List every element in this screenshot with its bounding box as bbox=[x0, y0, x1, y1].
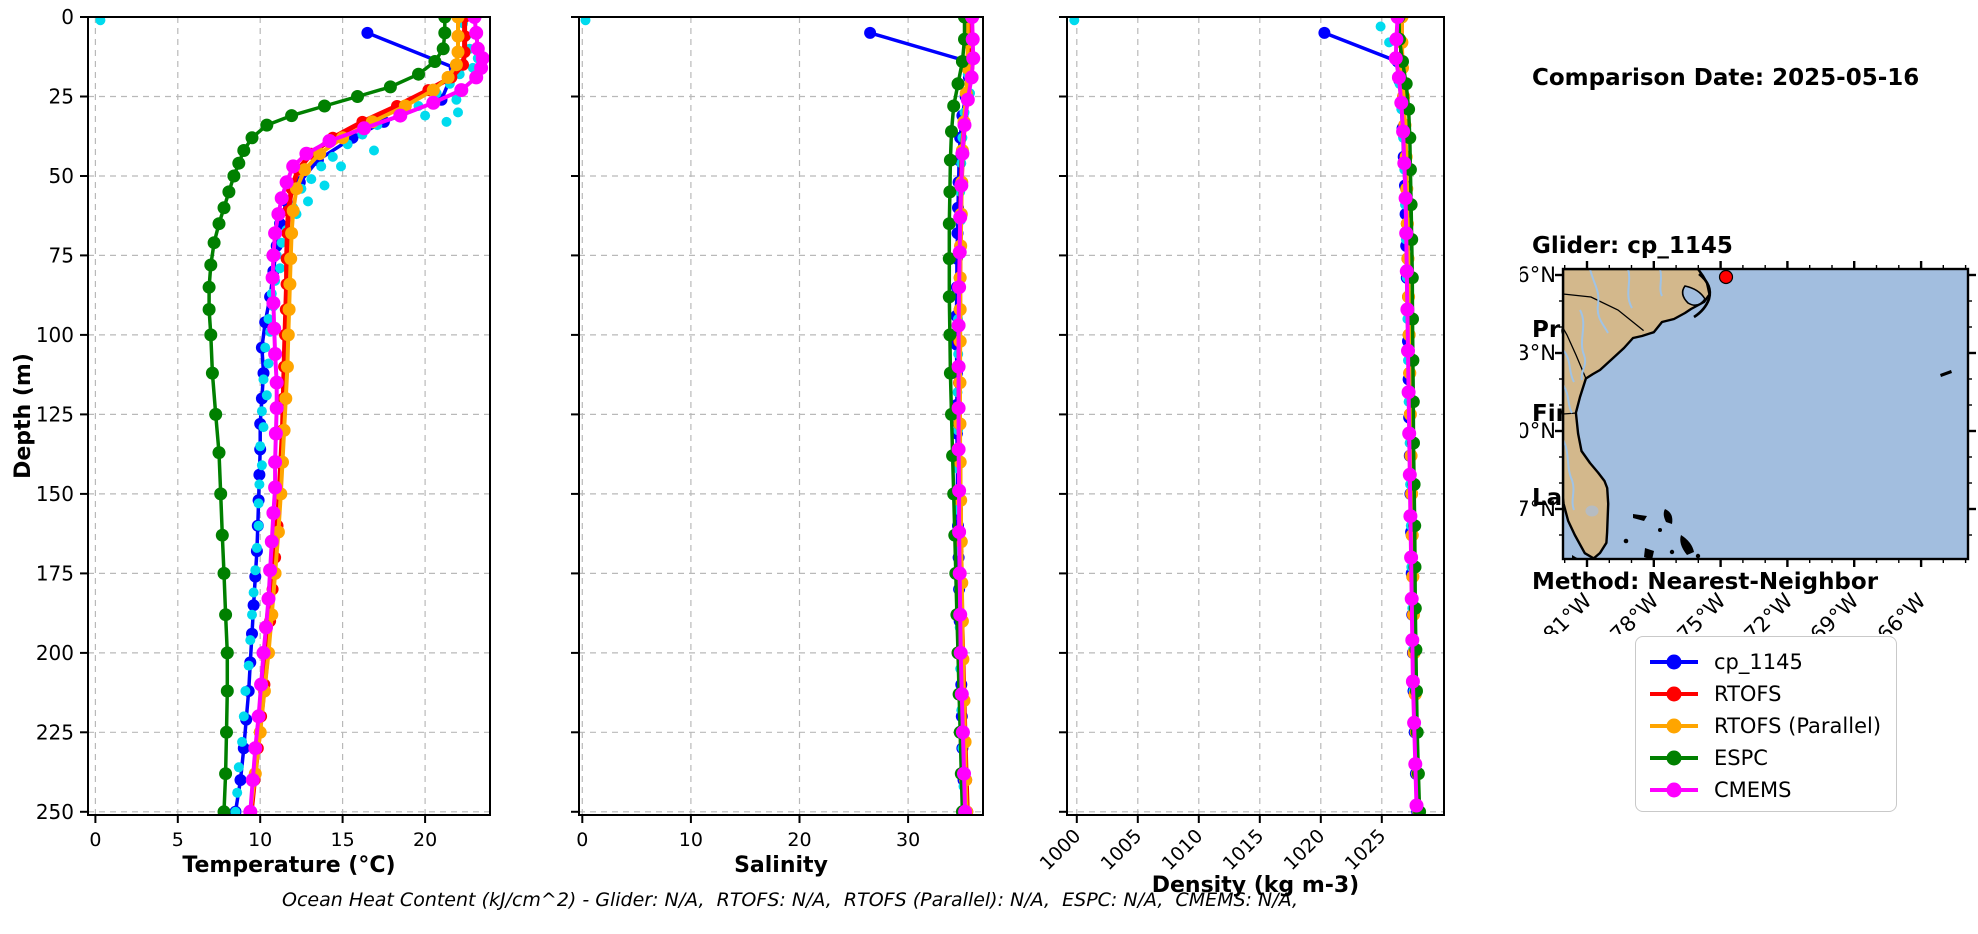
legend-swatch-rtofs-parallel bbox=[1650, 718, 1698, 734]
map-pamlico-sound bbox=[1681, 285, 1706, 307]
svg-text:1000: 1000 bbox=[1036, 825, 1086, 875]
lon-label-72w: 72°W bbox=[1740, 588, 1798, 634]
svg-text:10: 10 bbox=[248, 829, 272, 851]
xlabel-temperature: Temperature (°C) bbox=[182, 853, 395, 878]
svg-text:75: 75 bbox=[49, 243, 74, 267]
legend-label-rtofs: RTOFS bbox=[1714, 682, 1782, 706]
map-state-borders bbox=[1563, 293, 1645, 415]
locator-map: 36°N 33°N 30°N 27°N 81°W 78°W 75°W 72°W … bbox=[1520, 261, 1976, 634]
lat-label-36n: 36°N bbox=[1520, 263, 1556, 287]
series-temperature-cmems bbox=[243, 17, 490, 815]
legend-label-espc: ESPC bbox=[1714, 746, 1768, 770]
svg-text:125: 125 bbox=[36, 402, 74, 426]
svg-text:1025: 1025 bbox=[1341, 825, 1391, 875]
svg-text:250: 250 bbox=[36, 800, 74, 824]
legend-item-rtofs-parallel: RTOFS (Parallel) bbox=[1650, 710, 1896, 742]
lon-label-69w: 69°W bbox=[1806, 588, 1864, 634]
svg-text:1020: 1020 bbox=[1280, 825, 1330, 875]
xlabel-density: Density (kg m-3) bbox=[1152, 873, 1360, 898]
series-density-cmems bbox=[1388, 17, 1424, 813]
glider-position-marker bbox=[1718, 269, 1734, 285]
legend-label-cmems: CMEMS bbox=[1714, 778, 1792, 802]
svg-text:200: 200 bbox=[36, 641, 74, 665]
legend-label-glider: cp_1145 bbox=[1714, 650, 1803, 674]
svg-text:15: 15 bbox=[331, 829, 355, 851]
lat-label-27n: 27°N bbox=[1520, 497, 1556, 521]
series-salinity-cmems bbox=[951, 17, 981, 815]
map-ticks bbox=[1555, 261, 1976, 567]
svg-text:0: 0 bbox=[61, 5, 74, 29]
xlabel-salinity: Salinity bbox=[734, 853, 828, 878]
lat-label-33n: 33°N bbox=[1520, 341, 1556, 365]
method-text: Method: Nearest-Neighbor bbox=[1532, 569, 1879, 595]
svg-text:175: 175 bbox=[36, 561, 74, 585]
series-density-glider-profiles bbox=[1069, 17, 1423, 815]
lon-label-78w: 78°W bbox=[1606, 588, 1664, 634]
svg-text:100: 100 bbox=[36, 323, 74, 347]
svg-text:225: 225 bbox=[36, 720, 74, 744]
legend-swatch-glider bbox=[1650, 654, 1698, 670]
map-outer-banks bbox=[1693, 272, 1712, 319]
ylabel-temperature: Depth (m) bbox=[11, 353, 36, 479]
svg-text:50: 50 bbox=[49, 164, 74, 188]
ocean-heat-content-text: Ocean Heat Content (kJ/cm^2) - Glider: N… bbox=[282, 889, 1298, 911]
svg-text:1010: 1010 bbox=[1158, 825, 1208, 875]
lon-label-75w: 75°W bbox=[1673, 588, 1731, 634]
legend-item-glider: cp_1145 bbox=[1650, 646, 1896, 678]
map-lat-labels: 36°N 33°N 30°N 27°N bbox=[1520, 263, 1556, 521]
legend-swatch-espc bbox=[1650, 750, 1698, 766]
map-lake-okeechobee bbox=[1585, 505, 1599, 517]
series-temperature-espc bbox=[202, 17, 452, 815]
lon-label-81w: 81°W bbox=[1539, 588, 1597, 634]
svg-text:5: 5 bbox=[172, 829, 184, 851]
map-rivers bbox=[1563, 269, 1663, 511]
lon-label-66w: 66°W bbox=[1873, 588, 1931, 634]
svg-text:20: 20 bbox=[787, 829, 811, 851]
lat-label-30n: 30°N bbox=[1520, 419, 1556, 443]
svg-text:30: 30 bbox=[896, 829, 920, 851]
chart-temperature: 0 5 10 15 200255075100125150175200225250Temp… bbox=[11, 5, 491, 878]
map-bahamas-islands bbox=[1572, 370, 1952, 559]
comparison-date-text: Comparison Date: 2025-05-16 bbox=[1532, 65, 1920, 91]
info-spacer bbox=[1532, 148, 1919, 176]
series-salinity-glider-profiles bbox=[580, 17, 978, 815]
svg-text:0: 0 bbox=[576, 829, 588, 851]
svg-text:1015: 1015 bbox=[1219, 825, 1269, 875]
legend-item-espc: ESPC bbox=[1650, 742, 1896, 774]
svg-text:20: 20 bbox=[413, 829, 437, 851]
legend-label-rtofs-parallel: RTOFS (Parallel) bbox=[1714, 714, 1882, 738]
legend-swatch-cmems bbox=[1650, 782, 1698, 798]
legend-item-rtofs: RTOFS bbox=[1650, 678, 1896, 710]
chart-salinity: 0 10 20 30 Salinity bbox=[571, 16, 984, 878]
svg-text:10: 10 bbox=[679, 829, 703, 851]
legend: cp_1145 RTOFS RTOFS (Parallel) ESPC CMEM… bbox=[1635, 636, 1897, 812]
legend-item-cmems: CMEMS bbox=[1650, 774, 1896, 806]
legend-swatch-rtofs bbox=[1650, 686, 1698, 702]
glider-name-text: Glider: cp_1145 bbox=[1532, 233, 1733, 259]
svg-text:0: 0 bbox=[89, 829, 101, 851]
map-lon-labels: 81°W 78°W 75°W 72°W 69°W 66°W bbox=[1539, 588, 1931, 634]
svg-text:25: 25 bbox=[49, 85, 74, 109]
svg-text:1005: 1005 bbox=[1097, 825, 1147, 875]
svg-text:150: 150 bbox=[36, 482, 74, 506]
